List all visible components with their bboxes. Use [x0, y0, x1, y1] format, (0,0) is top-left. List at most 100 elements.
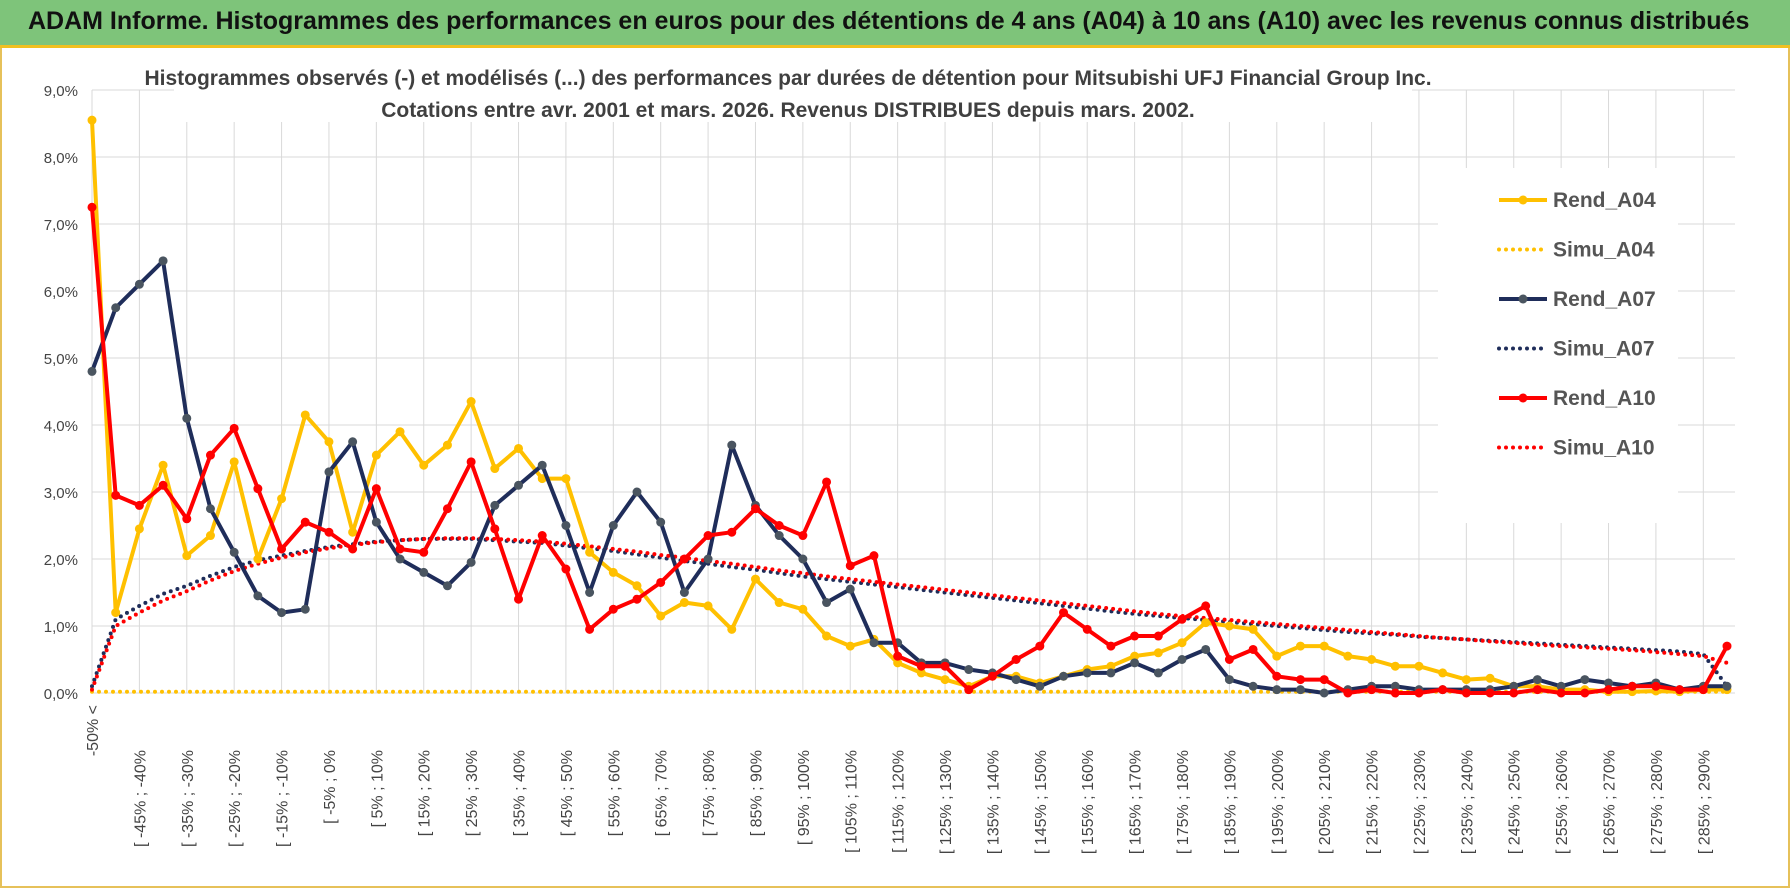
- legend-label: Rend_A07: [1553, 288, 1656, 311]
- data-point: [1390, 688, 1400, 698]
- x-tick-label: [ 145% ; 150%: [1033, 750, 1050, 854]
- legend-item: Rend_A10: [1499, 387, 1656, 410]
- legend-box: [1438, 168, 1678, 523]
- data-point: [1461, 688, 1471, 698]
- x-tick-label: [ 85% ; 90%: [748, 750, 765, 836]
- data-point: [750, 574, 760, 584]
- data-point: [277, 494, 287, 504]
- x-tick-label: [ 255% ; 260%: [1554, 750, 1571, 854]
- data-point: [419, 567, 429, 577]
- data-point: [1272, 685, 1282, 695]
- series-lines: [87, 115, 1732, 698]
- data-point: [253, 591, 263, 601]
- data-point: [1224, 621, 1234, 631]
- series-line: [90, 207, 1729, 695]
- data-point: [158, 480, 168, 490]
- x-tick-label: [ 105% ; 110%: [843, 750, 860, 853]
- data-point: [608, 567, 618, 577]
- x-tick-label: [ -25% ; -20%: [227, 750, 244, 847]
- data-point: [632, 581, 642, 591]
- data-point: [1248, 644, 1258, 654]
- data-point: [727, 624, 737, 634]
- data-point: [490, 464, 500, 474]
- data-point: [1011, 655, 1021, 664]
- data-point: [1414, 688, 1424, 698]
- data-point: [395, 544, 405, 554]
- data-point: [158, 460, 168, 470]
- data-point: [182, 551, 192, 561]
- data-point: [514, 443, 524, 453]
- data-point: [1485, 673, 1495, 683]
- data-point: [87, 366, 97, 376]
- data-point: [1461, 675, 1471, 685]
- data-point: [608, 521, 618, 530]
- data-point: [1319, 675, 1329, 685]
- data-point: [869, 638, 879, 648]
- data-point: [1106, 668, 1116, 678]
- y-tick-label: 8,0%: [44, 150, 78, 167]
- data-point: [1556, 688, 1566, 698]
- y-tick-label: 0,0%: [44, 686, 78, 703]
- data-point: [253, 554, 263, 564]
- data-point: [750, 504, 760, 514]
- data-point: [916, 661, 926, 671]
- data-point: [1177, 655, 1187, 664]
- data-point: [229, 547, 239, 557]
- data-point: [1367, 685, 1377, 695]
- x-tick-label: [ 115% ; 120%: [891, 750, 908, 853]
- data-point: [87, 115, 97, 125]
- data-point: [893, 651, 903, 661]
- data-point: [1698, 685, 1708, 695]
- data-point: [1153, 631, 1163, 641]
- data-point: [1011, 675, 1021, 685]
- y-tick-label: 6,0%: [44, 284, 78, 301]
- x-tick-label: [ 25% ; 30%: [464, 750, 481, 836]
- data-point: [561, 521, 571, 530]
- data-point: [798, 554, 808, 564]
- data-point: [134, 524, 144, 534]
- data-point: [134, 279, 144, 289]
- data-point: [419, 547, 429, 557]
- data-point: [1604, 685, 1614, 695]
- legend-label: Simu_A10: [1553, 437, 1655, 460]
- data-point: [229, 423, 239, 433]
- data-point: [1224, 675, 1234, 685]
- data-point: [466, 557, 476, 567]
- data-point: [1722, 681, 1732, 691]
- data-point: [371, 517, 381, 527]
- x-tick-label: [ 55% ; 60%: [606, 750, 623, 836]
- data-point: [300, 517, 310, 527]
- series-line: [90, 536, 1729, 692]
- x-tick-label: [ 195% ; 200%: [1270, 750, 1287, 854]
- x-tick-label: [ 175% ; 180%: [1175, 750, 1192, 854]
- data-point: [1580, 675, 1590, 685]
- data-point: [585, 588, 595, 597]
- data-point: [1153, 648, 1163, 658]
- legend-item: Simu_A07: [1497, 338, 1655, 361]
- y-tick-label: 7,0%: [44, 217, 78, 234]
- data-point: [1414, 661, 1424, 671]
- x-tick-label: [ 125% ; 130%: [938, 750, 955, 854]
- x-tick-label: [ 235% ; 240%: [1459, 750, 1476, 854]
- data-point: [1201, 601, 1211, 611]
- grid-lines: [91, 89, 1735, 694]
- data-point: [845, 584, 855, 594]
- data-point: [632, 487, 642, 497]
- x-tick-label: [ 245% ; 250%: [1507, 750, 1524, 854]
- data-point: [1201, 644, 1211, 654]
- data-point: [1438, 668, 1448, 678]
- chart-title: Histogrammes observés (-) et modélisés (…: [144, 67, 1431, 90]
- data-point: [111, 303, 121, 313]
- x-tick-label: [ 165% ; 170%: [1128, 750, 1145, 854]
- report-title: ADAM Informe. Histogrammes des performan…: [28, 7, 1750, 35]
- data-point: [703, 531, 713, 541]
- data-point: [1272, 651, 1282, 661]
- data-point: [845, 561, 855, 571]
- data-point: [561, 474, 571, 484]
- x-tick-label: [ -45% ; -40%: [132, 750, 149, 847]
- legend-item: Rend_A04: [1499, 189, 1656, 212]
- data-point: [1343, 688, 1353, 698]
- data-point: [182, 514, 192, 524]
- legend-marker: [1518, 393, 1528, 403]
- data-point: [940, 675, 950, 685]
